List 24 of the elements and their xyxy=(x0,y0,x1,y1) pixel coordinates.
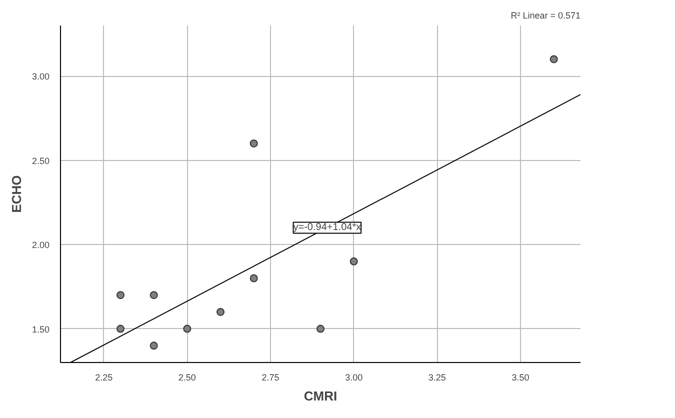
point xyxy=(150,291,158,300)
point xyxy=(250,274,258,282)
x-tick-label: 2.75 xyxy=(262,372,280,382)
point xyxy=(350,257,358,266)
y-tick-label: 1.50 xyxy=(32,324,50,334)
y-tick-label: 2.00 xyxy=(32,240,50,250)
x-tick-label: 3.25 xyxy=(428,372,446,382)
point xyxy=(183,324,192,333)
point xyxy=(150,342,158,350)
y-tick-label: 2.50 xyxy=(32,156,50,166)
y-tick-label: 3.00 xyxy=(32,72,50,82)
point xyxy=(250,139,258,148)
x-tick-label: 2.25 xyxy=(95,372,113,382)
x-axis-title: CMRI xyxy=(304,388,338,404)
x-tick-label: 3.50 xyxy=(512,372,530,382)
point xyxy=(216,308,224,316)
point xyxy=(116,291,124,300)
y-axis-title: ECHO xyxy=(8,175,24,213)
x-tick-label: 2.50 xyxy=(178,372,196,382)
point xyxy=(116,324,124,333)
text: R² Linear = 0.571 xyxy=(510,10,581,20)
point xyxy=(316,324,324,333)
x-tick-label: 3.00 xyxy=(345,372,363,382)
point xyxy=(550,55,558,64)
